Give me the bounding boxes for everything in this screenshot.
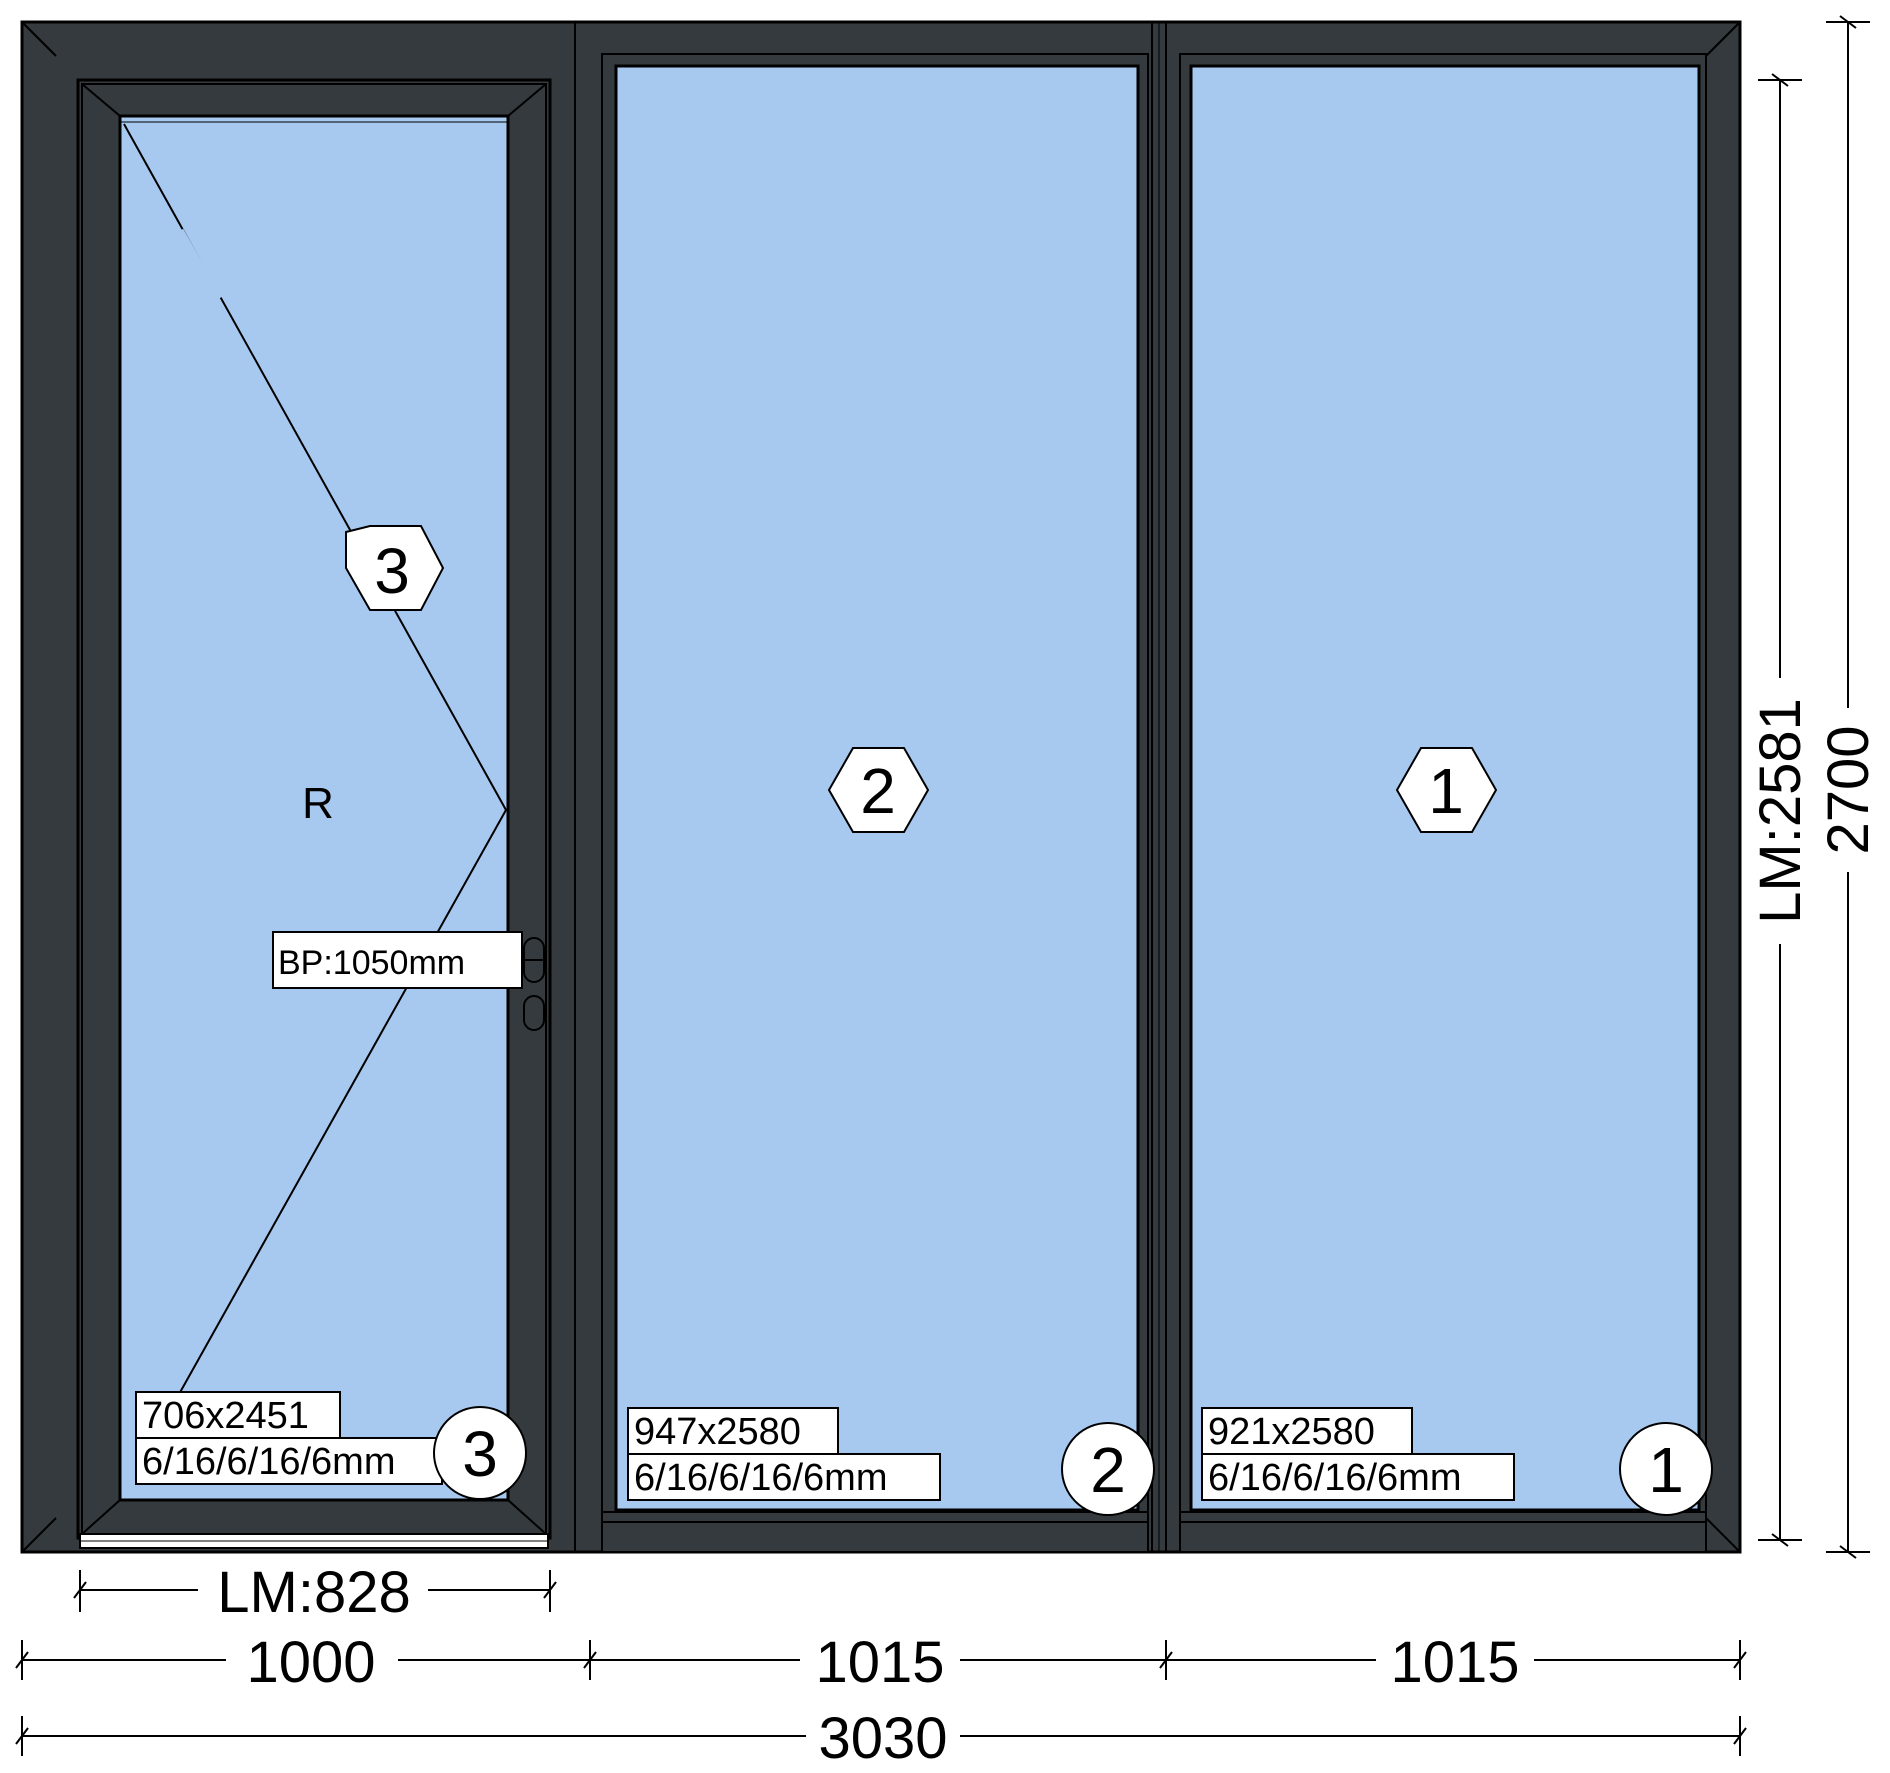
- svg-text:3030: 3030: [818, 1706, 947, 1771]
- svg-text:2: 2: [860, 755, 896, 827]
- svg-text:706x2451: 706x2451: [142, 1395, 309, 1437]
- door-swing-line-bottom: [177, 809, 507, 1397]
- svg-text:2700: 2700: [1816, 725, 1881, 854]
- svg-text:6/16/6/16/6mm: 6/16/6/16/6mm: [142, 1441, 395, 1483]
- panel-1-hex-tag: 1: [1395, 747, 1498, 833]
- svg-text:LM:828: LM:828: [217, 1560, 410, 1625]
- handle-height-label: BP:1050mm: [278, 944, 465, 982]
- dimension-total-height: 2700: [1816, 15, 1881, 1559]
- mullions: [574, 22, 1167, 1552]
- svg-text:2: 2: [1090, 1434, 1126, 1506]
- dimension-panel-widths: 1000 1015 1015: [15, 1630, 1747, 1695]
- opening-side-label: R: [302, 779, 334, 828]
- svg-text:1: 1: [1428, 755, 1464, 827]
- door-panel: R BP:1050mm: [76, 78, 552, 1549]
- panel-3-glass-tag: 706x2451 6/16/6/16/6mm 3: [135, 1391, 527, 1500]
- svg-text:1000: 1000: [246, 1630, 375, 1695]
- panel-2-glass-tag: 947x2580 6/16/6/16/6mm 2: [627, 1407, 1155, 1516]
- dimension-door-light: LM:828: [73, 1560, 557, 1625]
- panel-1-glass-tag: 921x2580 6/16/6/16/6mm 1: [1201, 1407, 1713, 1516]
- svg-text:LM:2581: LM:2581: [1748, 698, 1813, 924]
- svg-text:3: 3: [374, 535, 410, 607]
- dimension-light-height: LM:2581: [1748, 73, 1813, 1547]
- svg-text:3: 3: [462, 1418, 498, 1490]
- svg-text:1015: 1015: [1390, 1630, 1519, 1695]
- dimension-total-width: 3030: [15, 1706, 1747, 1771]
- door-handle[interactable]: [523, 937, 545, 1031]
- svg-text:6/16/6/16/6mm: 6/16/6/16/6mm: [1208, 1457, 1461, 1499]
- svg-text:1015: 1015: [815, 1630, 944, 1695]
- panel-2-hex-tag: 2: [827, 747, 930, 833]
- svg-text:921x2580: 921x2580: [1208, 1411, 1375, 1453]
- svg-text:1: 1: [1648, 1434, 1684, 1506]
- panel-3-hex-tag: 3: [345, 525, 445, 611]
- svg-text:947x2580: 947x2580: [634, 1411, 801, 1453]
- door-glass: [118, 114, 510, 1502]
- svg-text:6/16/6/16/6mm: 6/16/6/16/6mm: [634, 1457, 887, 1499]
